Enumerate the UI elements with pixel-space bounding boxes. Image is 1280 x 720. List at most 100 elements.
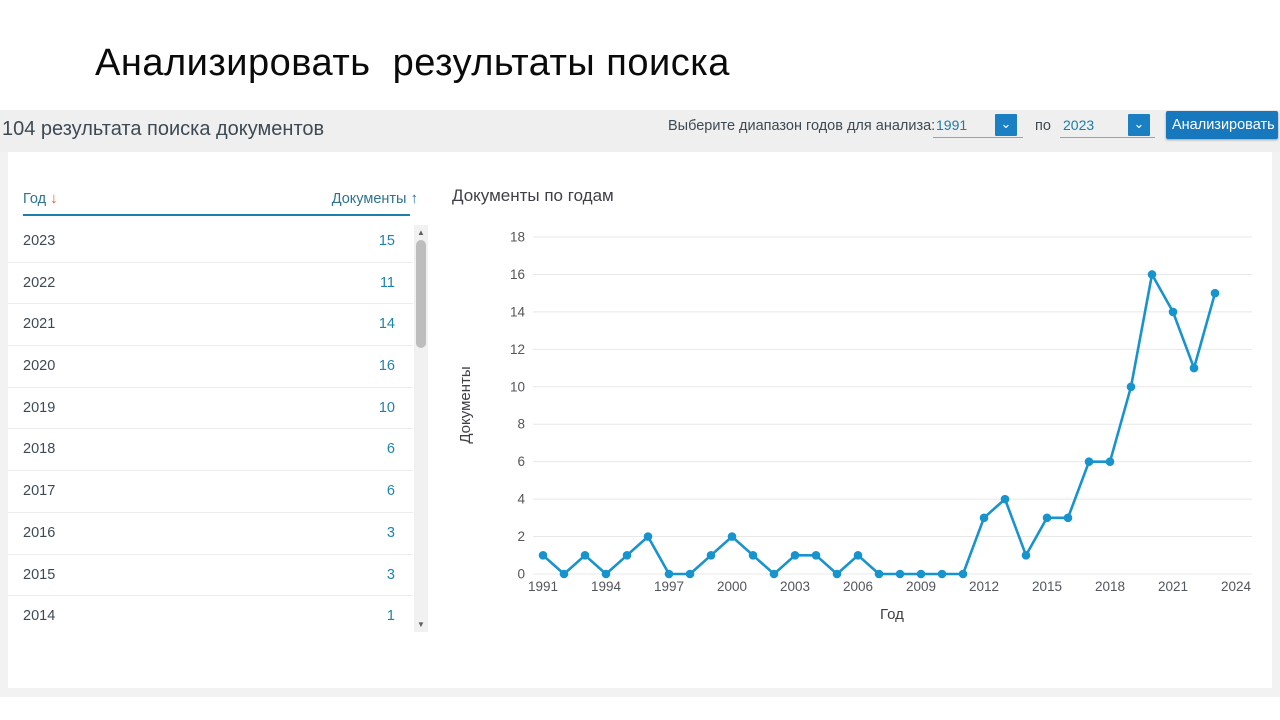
document-count-link[interactable]: 1 [386,608,395,625]
chart-title: Документы по годам [452,186,614,205]
data-point [1042,513,1052,523]
data-point [1168,307,1178,317]
data-point [706,550,716,560]
slide-bottom-margin [0,697,1280,720]
year-cell: 2023 [23,233,56,249]
document-count-link[interactable]: 11 [379,274,395,291]
data-point [727,532,737,541]
data-point [559,569,569,579]
year-to-select[interactable]: 2023 ⌄ [1060,114,1155,138]
data-point [1021,550,1031,560]
y-axis-tick-label: 6 [517,454,525,469]
year-cell: 2021 [23,316,56,333]
data-point [538,550,548,560]
documents-by-year-table: Год ↓ Документы ↑ 2023 15 2022 11 2021 14 2020… [8,152,430,688]
x-axis-tick-label: 2012 [969,579,999,594]
data-point [622,550,632,560]
y-axis-tick-label: 12 [510,342,525,357]
documents-header-label: Документы [331,191,407,207]
table-header-underline [23,214,410,216]
x-axis-tick-label: 1991 [528,579,558,594]
sort-ascending-icon: ↑ [410,190,419,207]
data-point [685,569,695,579]
document-count-link[interactable]: 6 [386,441,395,458]
year-range-label: Выберите диапазон годов для анализа: [668,118,936,134]
document-count-link[interactable]: 3 [386,566,395,583]
table-row: 2018 6 [8,429,413,472]
year-cell: 2019 [23,399,56,416]
sort-by-documents-header[interactable]: Документы ↑ [332,190,418,207]
table-row: 2014 1 [8,596,413,632]
y-axis-tick-label: 10 [510,379,525,394]
data-point [1084,457,1094,466]
year-from-select[interactable]: 1991 ⌄ [933,114,1023,138]
x-axis-title: Год [880,606,904,623]
x-axis-tick-label: 2024 [1221,579,1252,594]
table-row: 2016 3 [8,513,413,555]
data-point [748,550,758,560]
data-point [790,550,800,560]
document-count-link[interactable]: 6 [386,483,395,500]
data-point [979,513,989,523]
results-count: 104 результата поиска документов [2,118,325,140]
table-row: 2021 14 [8,304,413,347]
year-cell: 2018 [23,441,56,458]
document-count-link[interactable]: 3 [386,524,395,541]
x-axis-tick-label: 2021 [1158,579,1188,594]
scroll-down-button[interactable]: ▼ [414,617,428,632]
data-point [958,569,968,579]
data-point [1000,494,1010,504]
table-row: 2020 16 [8,346,413,388]
data-point [895,569,905,579]
chevron-down-icon[interactable]: ⌄ [995,114,1017,136]
slide-title: Анализировать результаты поиска [95,42,730,84]
table-row: 2022 11 [8,263,413,305]
analyze-button[interactable]: Анализировать [1166,111,1278,139]
year-header-label: Год [23,191,47,207]
year-cell: 2015 [23,566,56,583]
y-axis-tick-label: 14 [510,304,526,319]
x-axis-tick-label: 2018 [1095,579,1125,594]
table-row: 2023 15 [8,221,413,263]
y-axis-title: Документы [457,366,474,443]
year-to-value: 2023 [1063,117,1095,133]
document-count-link[interactable]: 15 [378,233,395,249]
scrollbar-thumb[interactable] [416,240,426,348]
data-point [601,569,611,579]
document-count-link[interactable]: 10 [378,399,395,416]
x-axis-tick-label: 2006 [843,579,873,594]
chevron-down-icon[interactable]: ⌄ [1128,114,1150,136]
x-axis-tick-label: 1997 [654,579,684,594]
data-point [643,532,653,541]
x-axis-tick-label: 2009 [906,579,936,594]
data-point [1147,270,1157,279]
year-cell: 2022 [23,274,56,291]
sort-by-year-header[interactable]: Год ↓ [23,190,58,207]
x-axis-tick-label: 2003 [780,579,810,594]
data-point [580,550,590,560]
scroll-up-button[interactable]: ▲ [414,225,428,240]
x-axis-tick-label: 1994 [591,579,622,594]
data-point [916,569,926,579]
data-point [853,550,863,560]
data-point [1210,288,1220,298]
select-underline [1060,137,1155,138]
document-count-link[interactable]: 16 [378,358,395,375]
data-point [1189,363,1199,373]
data-point [832,569,842,579]
year-cell: 2017 [23,483,56,500]
table-scrollbar[interactable]: ▲ ▼ [414,225,428,632]
sort-descending-icon: ↓ [50,190,58,207]
to-label: по [1035,118,1051,134]
document-count-link[interactable]: 14 [378,316,395,333]
y-axis-tick-label: 18 [510,230,525,245]
select-underline [933,137,1023,138]
y-axis-tick-label: 16 [510,267,525,282]
year-cell: 2014 [23,608,56,625]
data-point [874,569,884,579]
table-row: 2017 6 [8,471,413,513]
y-axis-tick-label: 8 [517,417,525,432]
data-point [1126,382,1136,392]
documents-by-year-chart: 0 2 4 6 8 10 12 14 16 18 1991 1994 1997 2000 2003 2006 2… [457,230,1252,623]
table-row: 2015 3 [8,555,413,597]
